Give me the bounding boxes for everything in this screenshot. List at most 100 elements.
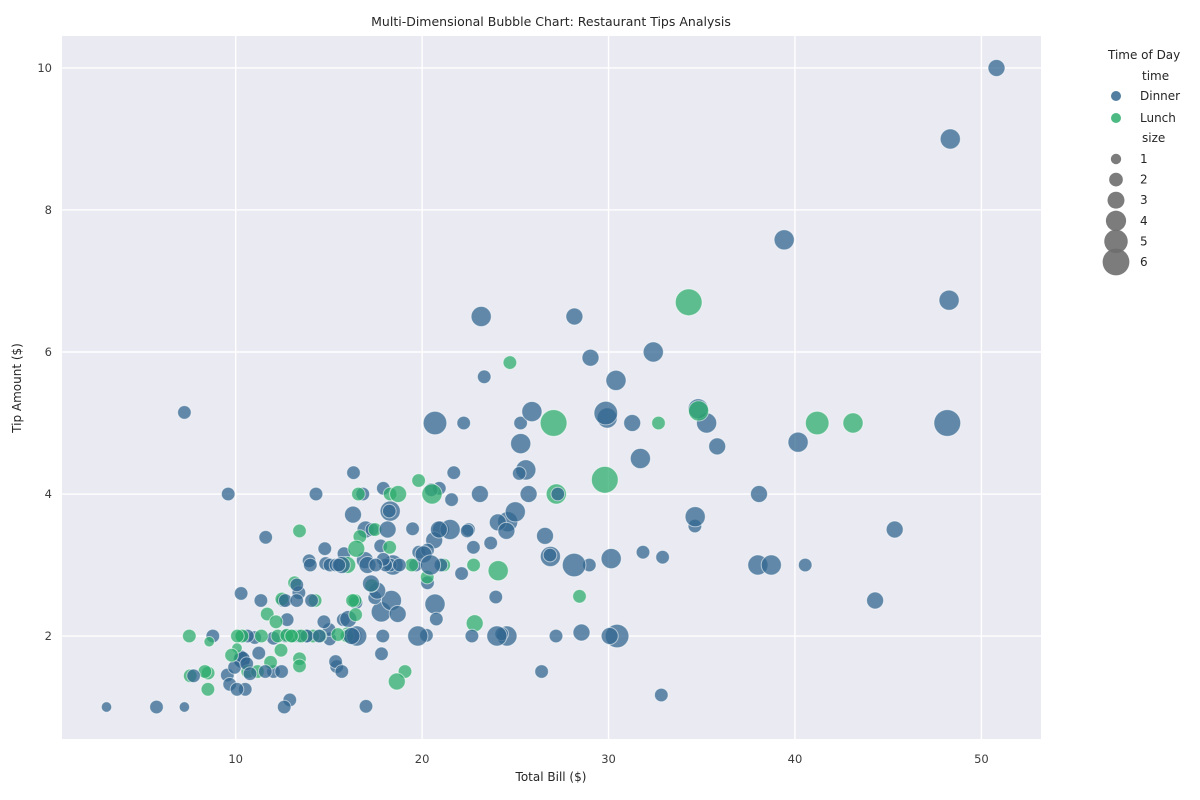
data-points bbox=[100, 59, 1006, 715]
data-point bbox=[497, 521, 516, 540]
legend-hue-label: Lunch bbox=[1140, 111, 1176, 125]
data-point bbox=[623, 414, 642, 432]
data-point bbox=[539, 409, 568, 437]
data-point bbox=[334, 664, 350, 679]
data-point bbox=[229, 682, 245, 697]
data-point bbox=[804, 410, 830, 436]
data-point bbox=[273, 642, 289, 658]
data-point bbox=[407, 625, 429, 647]
data-point bbox=[561, 552, 587, 578]
data-point bbox=[590, 465, 619, 494]
data-point bbox=[760, 554, 782, 576]
data-point bbox=[429, 520, 448, 539]
data-point bbox=[422, 410, 448, 436]
data-point bbox=[251, 645, 267, 661]
x-tick-label: 40 bbox=[788, 752, 803, 766]
data-point bbox=[572, 623, 591, 642]
y-tick-label: 10 bbox=[37, 61, 52, 75]
data-point bbox=[593, 400, 619, 426]
data-point bbox=[885, 520, 904, 539]
data-point bbox=[284, 628, 299, 644]
data-point bbox=[254, 628, 269, 644]
data-point bbox=[548, 628, 564, 644]
data-point bbox=[629, 447, 652, 470]
data-point bbox=[411, 473, 426, 488]
legend-size-label: 5 bbox=[1140, 234, 1148, 248]
data-point bbox=[797, 557, 813, 573]
data-point bbox=[513, 415, 528, 431]
data-point bbox=[330, 627, 346, 642]
data-point bbox=[258, 664, 273, 679]
legend-size-marker bbox=[1104, 229, 1128, 254]
data-point bbox=[600, 627, 619, 645]
data-point bbox=[276, 699, 292, 715]
data-point bbox=[233, 586, 249, 601]
legend-hue-marker bbox=[1111, 113, 1121, 123]
data-point bbox=[842, 412, 864, 434]
data-point bbox=[787, 431, 809, 453]
data-point bbox=[375, 628, 391, 644]
data-point bbox=[572, 589, 587, 604]
data-point bbox=[684, 506, 706, 528]
data-point bbox=[253, 593, 269, 608]
data-point bbox=[227, 660, 242, 675]
data-point bbox=[504, 501, 526, 523]
data-point bbox=[642, 341, 664, 363]
data-point bbox=[581, 348, 600, 367]
plot-area-background bbox=[62, 36, 1041, 739]
data-point bbox=[404, 557, 420, 573]
legend-entries: Dinner Lunch 1 2 3 4 5 6 bbox=[1102, 89, 1180, 276]
data-point bbox=[292, 523, 307, 539]
data-point bbox=[289, 577, 305, 593]
data-point bbox=[224, 647, 239, 663]
x-axis-label: Total Bill ($) bbox=[515, 770, 587, 784]
data-point bbox=[459, 523, 475, 539]
data-point bbox=[387, 672, 406, 691]
data-point bbox=[258, 530, 274, 545]
data-point bbox=[866, 591, 885, 610]
data-point bbox=[362, 574, 380, 593]
data-point bbox=[374, 646, 389, 662]
legend-hue-header: time bbox=[1142, 69, 1169, 83]
data-point bbox=[464, 628, 480, 644]
data-point bbox=[542, 547, 558, 563]
data-point bbox=[342, 627, 361, 645]
data-point bbox=[177, 405, 192, 420]
y-tick-label: 2 bbox=[45, 629, 52, 643]
data-point bbox=[186, 668, 201, 684]
data-point bbox=[487, 560, 509, 582]
data-point bbox=[674, 288, 703, 317]
data-point bbox=[100, 701, 113, 713]
data-point bbox=[368, 557, 384, 573]
legend-size-marker bbox=[1105, 210, 1127, 231]
y-tick-label: 4 bbox=[45, 487, 52, 501]
data-point bbox=[521, 401, 543, 423]
data-point bbox=[316, 614, 332, 630]
legend-size-marker bbox=[1107, 191, 1125, 209]
data-point bbox=[149, 699, 164, 715]
legend-size-marker bbox=[1102, 248, 1130, 276]
data-point bbox=[303, 557, 318, 573]
data-point bbox=[268, 614, 284, 630]
data-point bbox=[750, 485, 768, 503]
data-point bbox=[708, 437, 727, 456]
data-point bbox=[465, 614, 484, 633]
data-point bbox=[308, 486, 324, 502]
legend-hue-label: Dinner bbox=[1140, 89, 1180, 103]
data-point bbox=[510, 433, 532, 455]
data-point bbox=[331, 557, 347, 573]
data-point bbox=[635, 544, 651, 560]
data-point bbox=[274, 664, 289, 679]
legend-size-marker bbox=[1109, 172, 1123, 187]
data-point bbox=[347, 539, 366, 558]
data-point bbox=[444, 492, 459, 508]
data-point bbox=[292, 658, 307, 674]
data-point bbox=[600, 548, 622, 570]
data-point bbox=[987, 59, 1006, 77]
y-tick-label: 6 bbox=[45, 345, 52, 359]
legend-size-label: 1 bbox=[1140, 152, 1148, 166]
tick-labels: 10 20 30 40 50 2 4 6 8 10 bbox=[37, 61, 988, 766]
chart-title: Multi-Dimensional Bubble Chart: Restaura… bbox=[371, 14, 731, 29]
